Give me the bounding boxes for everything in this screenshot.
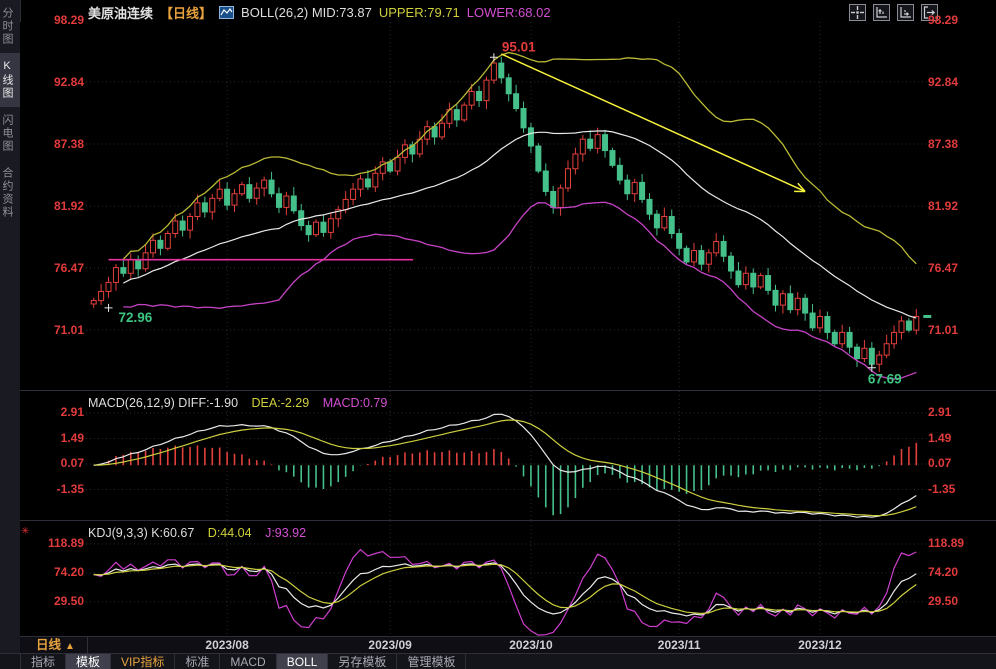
start-low-price-label: 72.96	[119, 310, 153, 325]
macd-value-label: MACD:0.79	[322, 396, 388, 410]
x-axis-scale-icon[interactable]	[897, 4, 914, 21]
x-axis-date-1: 2023/09	[368, 638, 412, 652]
candlestick-chart[interactable]: 95.01 72.96 67.69	[20, 22, 996, 390]
bottom-tab-0[interactable]: 指标	[21, 654, 67, 669]
kdj-d-label: D:44.04	[207, 526, 252, 540]
bottom-tab-2[interactable]: VIP指标	[111, 654, 176, 669]
chart-header: 美原油连续 【日线】 BOLL(26,2) MID:73.87 UPPER:79…	[88, 3, 551, 21]
period-selector-label: 日线	[36, 638, 62, 652]
bottom-toolbar-corner	[0, 654, 21, 669]
sidebar-item-1[interactable]: K线图	[0, 53, 20, 107]
end-low-price-label: 67.69	[868, 372, 902, 387]
sidebar-item-2[interactable]: 闪电图	[1, 114, 13, 153]
bottom-tab-4[interactable]: MACD	[220, 654, 277, 669]
crosshair-icon[interactable]	[849, 4, 866, 21]
period-selector-arrow-icon: ▲	[65, 641, 75, 652]
sidebar-item-3[interactable]: 合约资料	[1, 167, 13, 219]
boll-lower-label: LOWER:68.02	[466, 4, 551, 20]
bottom-tab-5[interactable]: BOLL	[276, 654, 329, 669]
boll-values-label: BOLL(26,2) MID:73.87	[241, 4, 372, 20]
sidebar-item-0[interactable]: 分时图	[1, 7, 13, 46]
x-axis-bar: 日线 ▲ 2023/08 2023/09 2023/10 2023/11 2023/12	[20, 636, 996, 653]
bottom-tab-7[interactable]: 管理模板	[397, 654, 467, 669]
x-axis-date-3: 2023/11	[657, 638, 701, 652]
bottom-tab-1[interactable]: 模板	[66, 654, 112, 669]
boll-upper-label: UPPER:79.71	[378, 4, 460, 20]
y-axis-scale-icon[interactable]	[873, 4, 890, 21]
bottom-tab-3[interactable]: 标准	[175, 654, 221, 669]
macd-diff-label: MACD(26,12,9) DIFF:-1.90	[88, 396, 239, 410]
period-tag: 【日线】	[160, 5, 213, 21]
boll-indicator-icon	[219, 5, 235, 19]
header-icon-toolbar	[849, 4, 938, 21]
bottom-toolbar: 指标 模板 VIP指标 标准 MACD BOLL 另存模板 管理模板	[0, 653, 996, 669]
chart-type-sidebar: 分时图 K线图闪电图合约资料	[0, 0, 21, 653]
kdj-k-label: KDJ(9,3,3) K:60.67	[88, 526, 195, 540]
period-selector-button[interactable]: 日线 ▲	[28, 637, 88, 653]
kdj-panel-chart[interactable]	[20, 520, 996, 637]
exit-chart-icon[interactable]	[921, 4, 938, 21]
x-axis-date-4: 2023/12	[798, 638, 842, 652]
macd-dea-label: DEA:-2.29	[251, 396, 310, 410]
symbol-title: 美原油连续	[88, 5, 154, 21]
kdj-j-label: J:93.92	[265, 526, 307, 540]
macd-header: MACD(26,12,9) DIFF:-1.90 DEA:-2.29 MACD:…	[88, 396, 397, 410]
bottom-tab-6[interactable]: 另存模板	[328, 654, 398, 669]
x-axis-date-0: 2023/08	[205, 638, 249, 652]
x-axis-date-2: 2023/10	[509, 638, 553, 652]
kdj-header: KDJ(9,3,3) K:60.67 D:44.04 J:93.92	[88, 526, 316, 540]
macd-panel-chart[interactable]	[20, 390, 996, 521]
kdj-alert-icon: ✳	[21, 526, 30, 537]
peak-price-label: 95.01	[502, 39, 536, 54]
